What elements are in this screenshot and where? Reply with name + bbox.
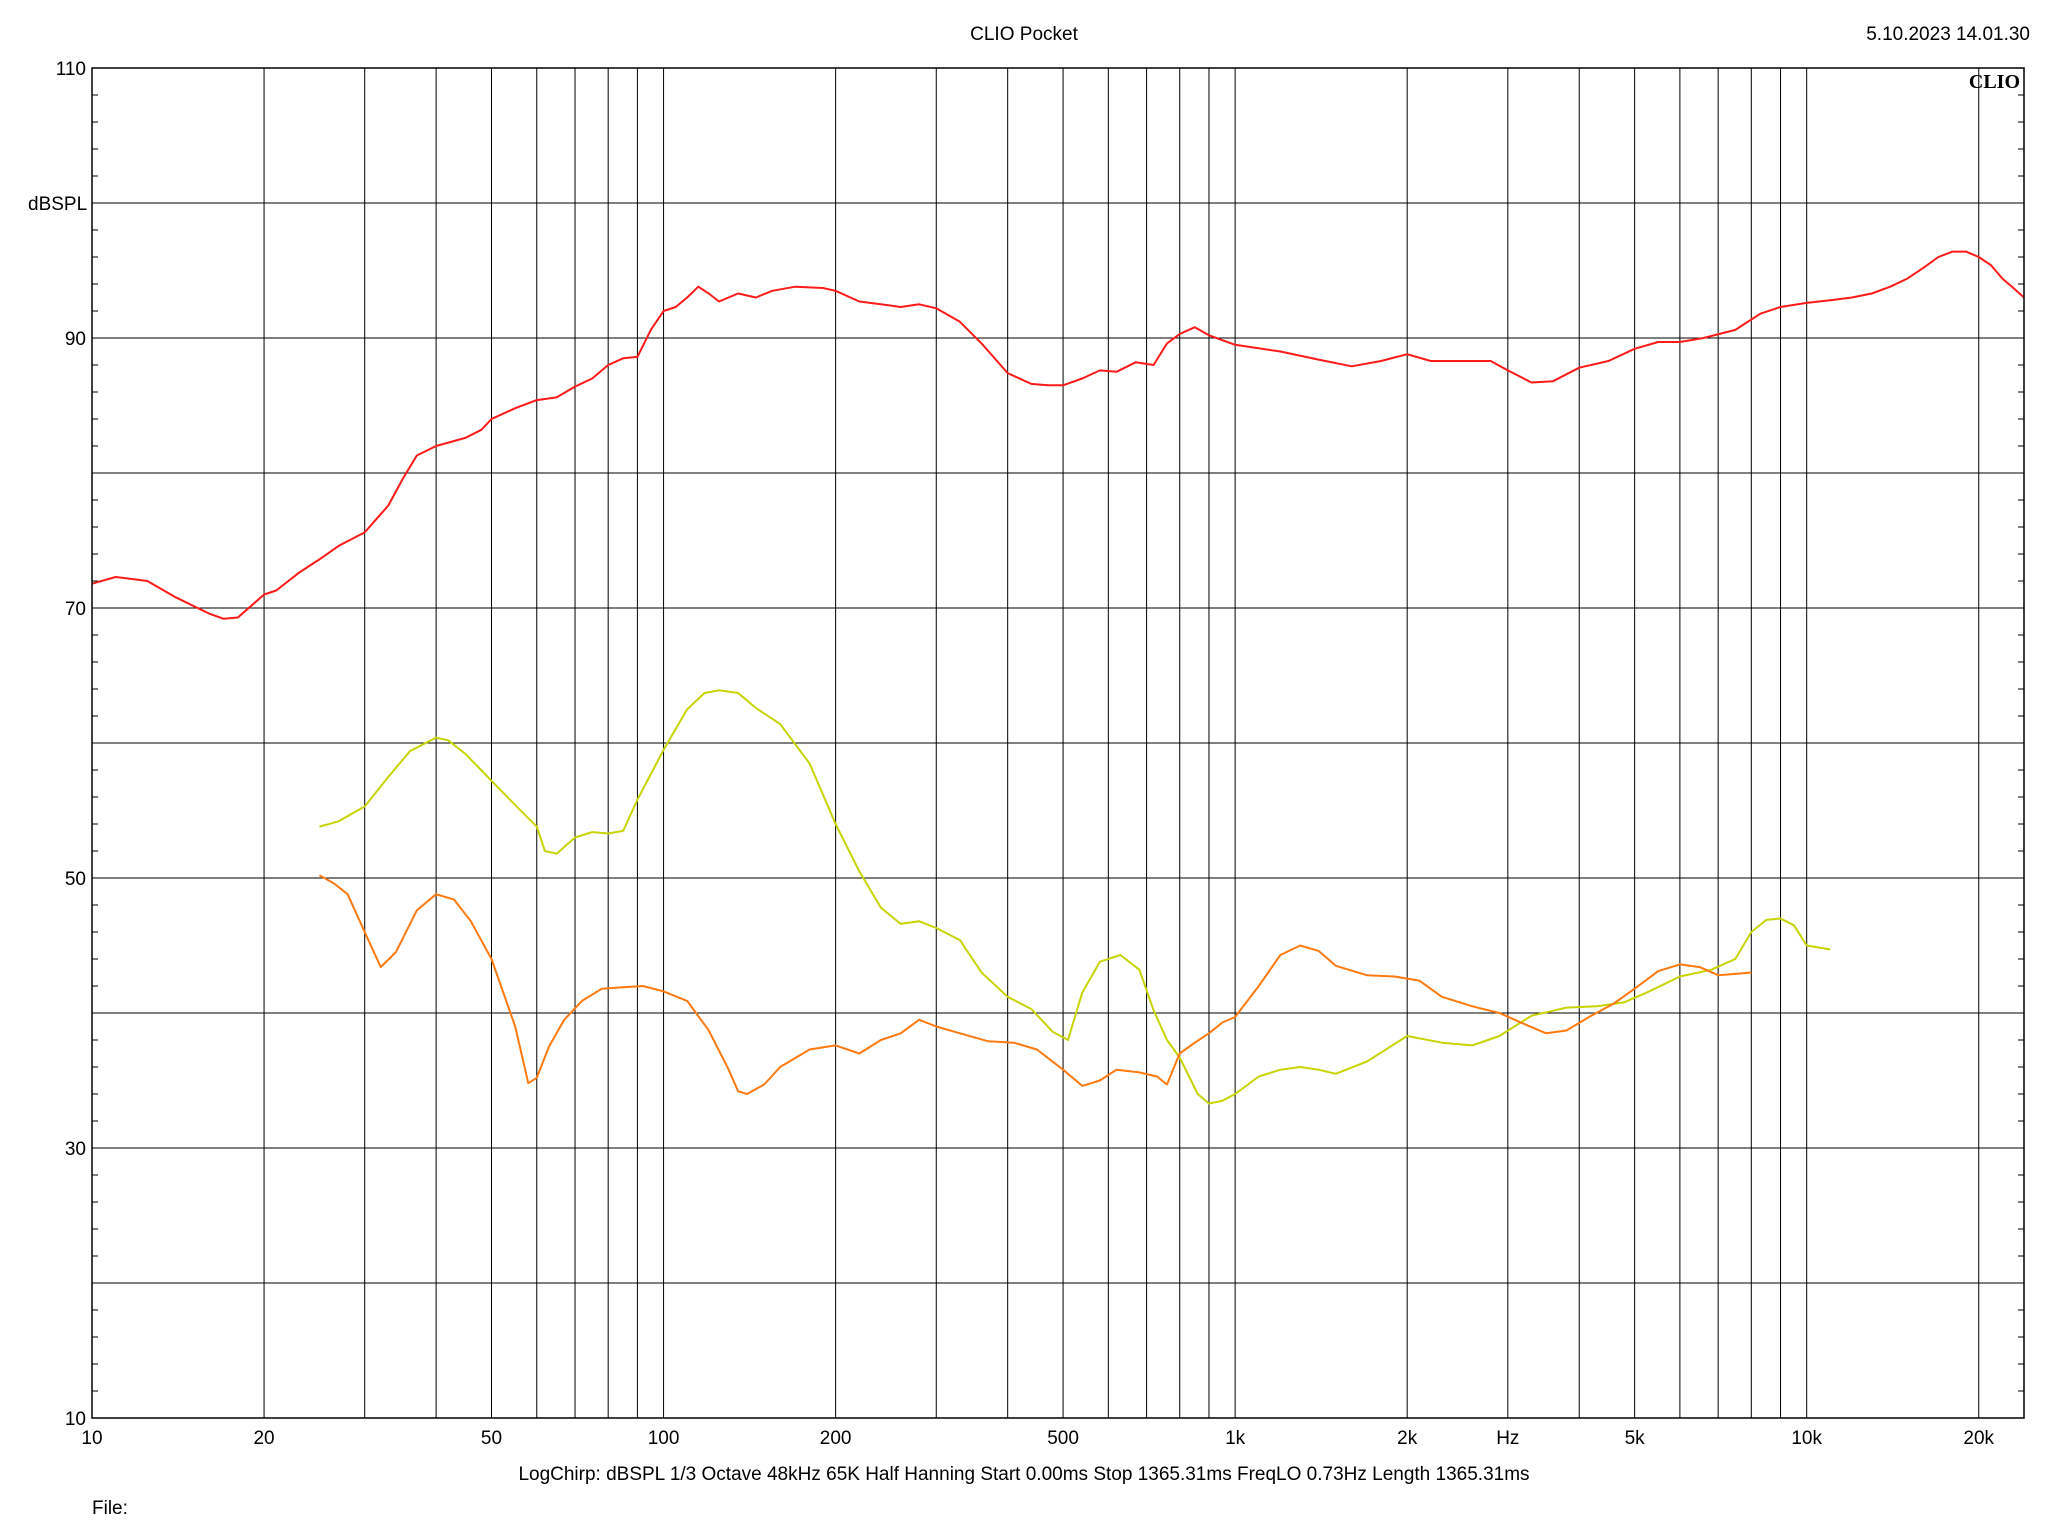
x-axis-label: Hz	[1496, 1428, 1519, 1449]
x-tick-label: 10k	[1791, 1428, 1822, 1449]
series-line-2	[319, 689, 1831, 1105]
x-tick-label: 50	[481, 1428, 502, 1449]
x-tick-label: 10	[81, 1428, 102, 1449]
x-tick-label: 2k	[1397, 1428, 1418, 1449]
clio-logo: CLIO	[1969, 71, 2020, 93]
x-tick-label: 20k	[1963, 1428, 1994, 1449]
measurement-settings: LogChirp: dBSPL 1/3 Octave 48kHz 65K Hal…	[518, 1464, 1530, 1485]
y-tick-label: 90	[65, 329, 86, 350]
plot-frame	[91, 67, 2025, 1419]
curves	[91, 250, 2025, 1105]
x-tick-label: 20	[253, 1428, 274, 1449]
y-axis-label: dBSPL	[28, 194, 87, 215]
x-tick-label: 200	[820, 1428, 852, 1449]
x-tick-label: 5k	[1625, 1428, 1646, 1449]
y-tick-label: 30	[65, 1139, 86, 1160]
x-tick-label: 500	[1047, 1428, 1079, 1449]
y-tick-label: 110	[56, 59, 86, 80]
grid	[92, 67, 2024, 1419]
y-tick-label: 10	[65, 1409, 86, 1430]
x-tick-label: 100	[648, 1428, 680, 1449]
y-tick-label: 50	[65, 869, 86, 890]
chart-title: CLIO Pocket	[970, 24, 1078, 45]
series-line-1	[91, 250, 2025, 620]
timestamp: 5.10.2023 14.01.30	[1866, 24, 2030, 45]
x-tick-label: 1k	[1225, 1428, 1246, 1449]
y-tick-label: 70	[65, 599, 86, 620]
series-line-3	[318, 874, 1752, 1095]
file-label: File:	[92, 1498, 128, 1519]
